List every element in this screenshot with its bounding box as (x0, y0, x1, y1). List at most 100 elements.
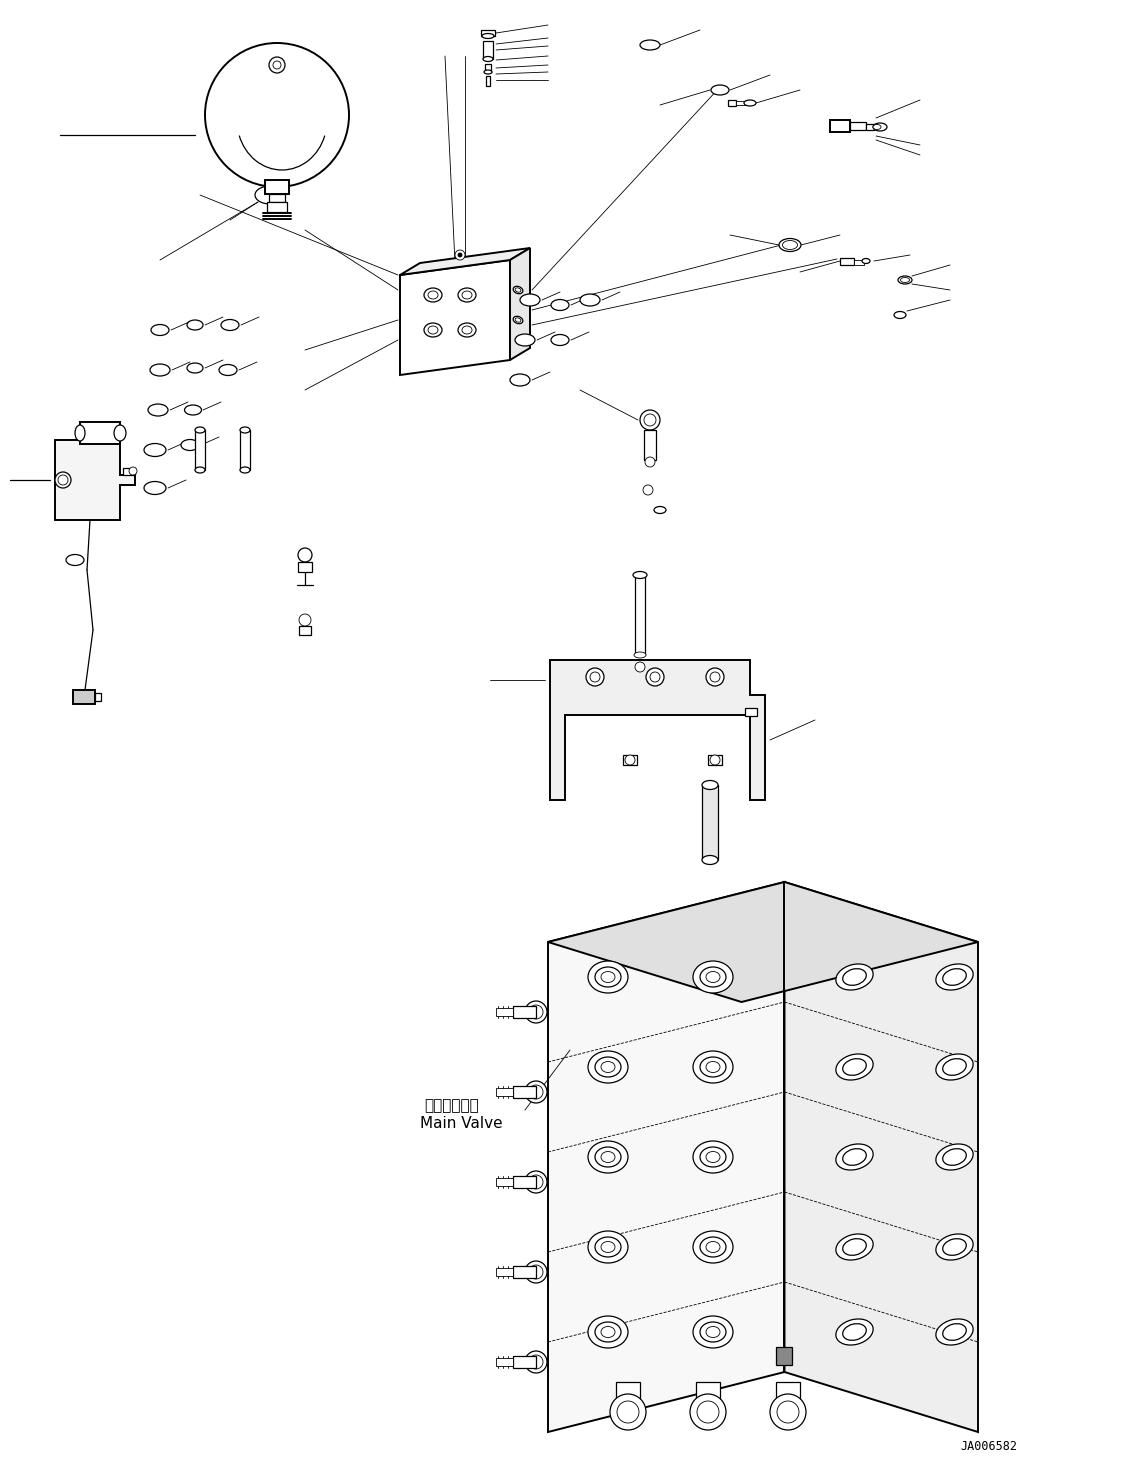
Ellipse shape (66, 554, 84, 566)
Ellipse shape (943, 969, 966, 985)
Ellipse shape (602, 1326, 615, 1338)
Text: Main Valve: Main Valve (420, 1116, 503, 1131)
Ellipse shape (835, 1144, 873, 1170)
Circle shape (526, 1351, 547, 1373)
Ellipse shape (588, 1050, 628, 1083)
Bar (496, 1268, 513, 1277)
Bar (776, 1347, 792, 1366)
Ellipse shape (239, 427, 250, 433)
Ellipse shape (151, 324, 169, 336)
Bar (486, 76, 490, 86)
Ellipse shape (588, 1316, 628, 1348)
Bar (776, 1382, 800, 1412)
Circle shape (770, 1393, 806, 1430)
Ellipse shape (693, 1316, 733, 1348)
Circle shape (459, 252, 462, 257)
Ellipse shape (700, 1237, 726, 1258)
Circle shape (299, 549, 312, 562)
Bar (484, 41, 493, 58)
Circle shape (529, 1265, 543, 1280)
Ellipse shape (779, 238, 801, 251)
Circle shape (455, 249, 465, 260)
Ellipse shape (693, 1050, 733, 1083)
Ellipse shape (693, 1141, 733, 1173)
Ellipse shape (513, 286, 523, 293)
Ellipse shape (515, 334, 535, 346)
Ellipse shape (482, 34, 494, 38)
Bar (239, 430, 250, 470)
Circle shape (711, 754, 720, 765)
Ellipse shape (75, 425, 85, 441)
Circle shape (644, 484, 653, 495)
Circle shape (711, 673, 720, 681)
Bar (267, 201, 287, 212)
Polygon shape (400, 248, 530, 274)
Bar (269, 194, 285, 201)
Circle shape (609, 1393, 646, 1430)
Polygon shape (54, 441, 135, 519)
Ellipse shape (462, 290, 472, 299)
Bar (634, 575, 645, 655)
Ellipse shape (936, 1053, 973, 1080)
Circle shape (526, 1001, 547, 1023)
Circle shape (58, 476, 68, 484)
Ellipse shape (144, 444, 166, 457)
Ellipse shape (195, 467, 205, 473)
Circle shape (645, 457, 655, 467)
Ellipse shape (144, 481, 166, 495)
Bar (840, 258, 854, 266)
Ellipse shape (221, 320, 239, 331)
Bar (513, 1007, 536, 1018)
Ellipse shape (943, 1059, 966, 1075)
Ellipse shape (745, 101, 756, 107)
Ellipse shape (700, 1056, 726, 1077)
Ellipse shape (842, 1148, 866, 1166)
Circle shape (299, 614, 311, 626)
Circle shape (706, 668, 724, 686)
Ellipse shape (513, 317, 523, 324)
Polygon shape (548, 883, 784, 1431)
Ellipse shape (484, 57, 493, 61)
Ellipse shape (706, 1062, 720, 1072)
Circle shape (129, 467, 137, 476)
Ellipse shape (515, 287, 521, 292)
Ellipse shape (873, 123, 886, 131)
Ellipse shape (239, 467, 250, 473)
Bar (485, 64, 491, 71)
Bar (73, 690, 95, 705)
Ellipse shape (835, 1319, 873, 1345)
Bar (299, 562, 312, 572)
Bar (696, 1382, 720, 1412)
Circle shape (529, 1174, 543, 1189)
Bar (745, 708, 757, 716)
Ellipse shape (428, 325, 438, 334)
Ellipse shape (185, 406, 202, 414)
Ellipse shape (633, 572, 647, 579)
Circle shape (625, 754, 634, 765)
Ellipse shape (900, 277, 909, 283)
Ellipse shape (943, 1323, 966, 1341)
Ellipse shape (602, 1062, 615, 1072)
Ellipse shape (424, 322, 442, 337)
Ellipse shape (936, 1144, 973, 1170)
Ellipse shape (595, 1147, 621, 1167)
Circle shape (54, 473, 72, 487)
Ellipse shape (842, 1059, 866, 1075)
Ellipse shape (782, 241, 798, 249)
Bar (79, 422, 120, 444)
Polygon shape (548, 883, 978, 1002)
Ellipse shape (693, 961, 733, 994)
Ellipse shape (706, 1242, 720, 1252)
Circle shape (634, 662, 645, 673)
Circle shape (529, 1355, 543, 1369)
Ellipse shape (700, 1322, 726, 1342)
Bar (703, 785, 718, 859)
Ellipse shape (588, 1141, 628, 1173)
Ellipse shape (520, 295, 540, 306)
Bar (95, 693, 101, 700)
Ellipse shape (703, 855, 718, 865)
Ellipse shape (842, 1323, 866, 1341)
Bar (481, 31, 495, 36)
Ellipse shape (462, 325, 472, 334)
Bar (850, 123, 866, 130)
